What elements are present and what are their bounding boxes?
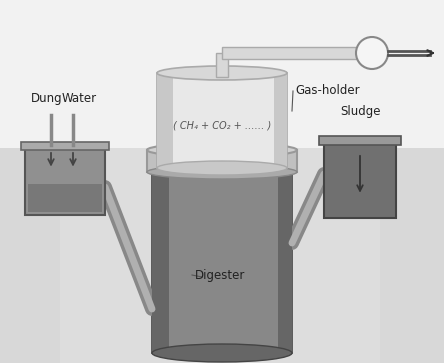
Bar — [60, 148, 380, 363]
Bar — [21, 142, 109, 150]
Ellipse shape — [157, 161, 287, 175]
Ellipse shape — [157, 66, 287, 80]
Bar — [222, 47, 360, 59]
Bar — [152, 153, 292, 353]
Ellipse shape — [147, 143, 297, 157]
Bar — [157, 73, 173, 168]
Bar — [152, 153, 169, 353]
Bar — [278, 153, 292, 353]
Bar — [157, 73, 287, 168]
Text: Dung: Dung — [31, 92, 63, 105]
Ellipse shape — [149, 151, 295, 163]
Bar — [319, 136, 401, 145]
Bar — [324, 138, 396, 218]
Text: Digester: Digester — [195, 269, 246, 281]
Bar — [147, 150, 297, 172]
Bar — [274, 73, 287, 168]
Ellipse shape — [152, 144, 292, 162]
Ellipse shape — [152, 344, 292, 362]
Bar — [0, 0, 444, 163]
Ellipse shape — [147, 165, 297, 179]
Bar — [0, 148, 444, 363]
Text: Gas-holder: Gas-holder — [295, 85, 360, 98]
Bar — [216, 53, 228, 77]
Bar — [25, 145, 105, 215]
Text: ( CH₄ + CO₂ + …… ): ( CH₄ + CO₂ + …… ) — [173, 120, 271, 130]
Ellipse shape — [356, 37, 388, 69]
Text: Sludge: Sludge — [340, 105, 380, 118]
Text: Water: Water — [61, 92, 96, 105]
Bar — [28, 184, 102, 212]
Bar — [149, 157, 295, 171]
